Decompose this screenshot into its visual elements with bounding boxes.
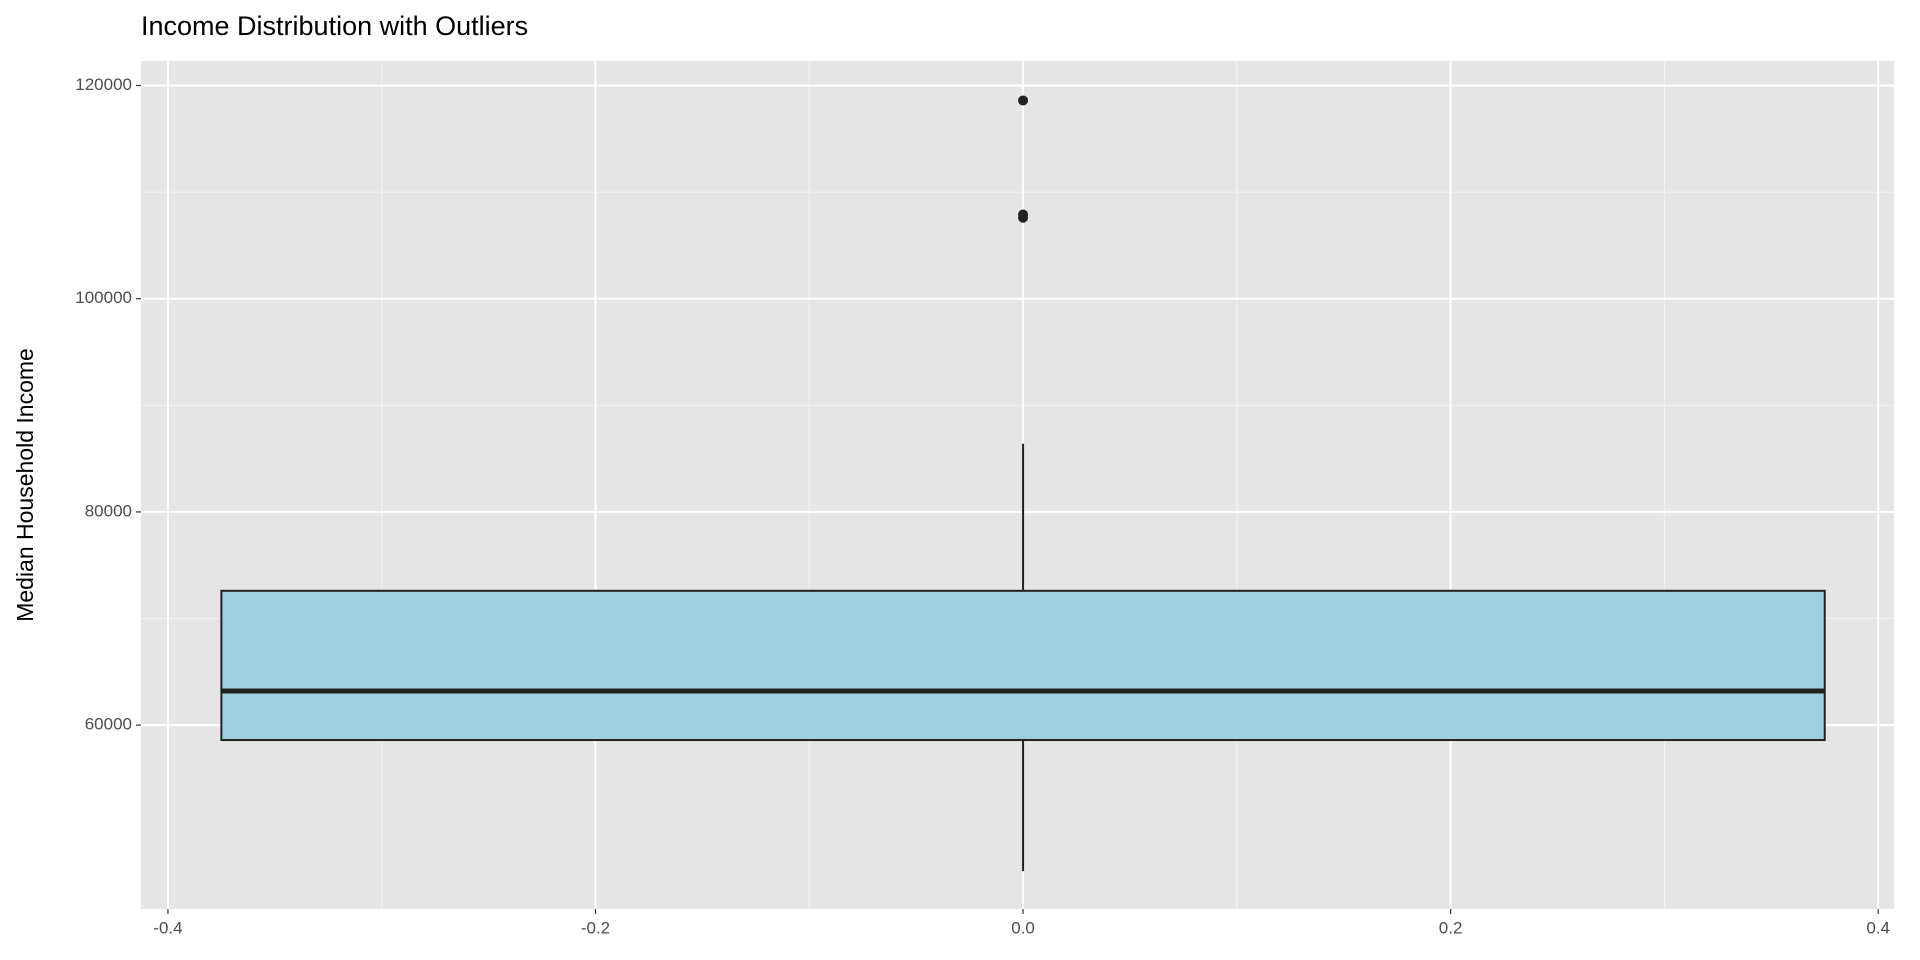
x-tick-label: 0.0 [1011, 918, 1035, 937]
plot-background [141, 61, 1894, 909]
x-tick-label: -0.2 [581, 918, 610, 937]
y-tick-label: 60000 [85, 715, 132, 734]
x-tick-label: 0.2 [1439, 918, 1463, 937]
x-tick-label: 0.4 [1866, 918, 1890, 937]
y-axis-title: Median Household Income [12, 348, 38, 622]
box [220, 589, 1826, 742]
outlier [1018, 95, 1029, 106]
outlier [1018, 209, 1029, 220]
y-tick-label: 120000 [75, 75, 132, 94]
y-tick-label: 100000 [75, 288, 132, 307]
x-tick-label: -0.4 [153, 918, 182, 937]
chart-title: Income Distribution with Outliers [141, 11, 528, 41]
y-tick-label: 80000 [85, 501, 132, 520]
